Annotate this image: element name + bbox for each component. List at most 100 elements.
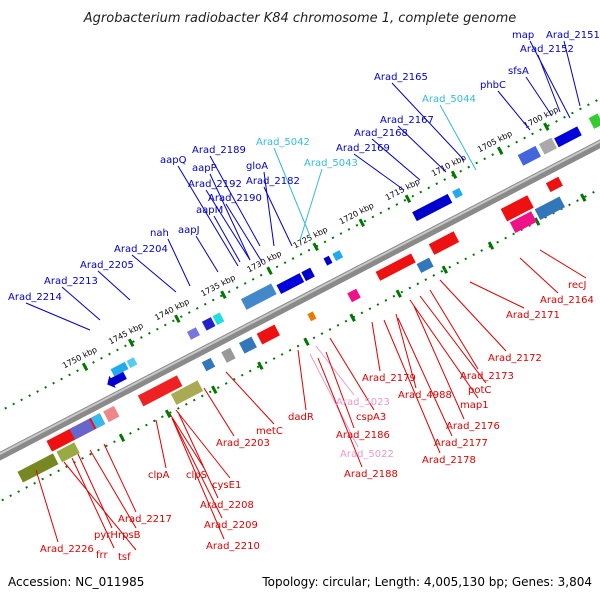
leader-line [383, 319, 441, 454]
leader-line [35, 469, 59, 543]
genome-band: 1700 kbp 1705 kbp 1710 kbp 1715 kbp 1720 kbp… [0, 69, 600, 531]
major-tick [220, 290, 227, 300]
gene-label[interactable]: Arad_5044 [422, 94, 476, 105]
gene-label[interactable]: Arad_2169 [336, 143, 390, 154]
gene-label[interactable]: nah [150, 228, 169, 239]
kbp-label: 1700 kbp [522, 105, 560, 130]
gene-box [240, 283, 277, 310]
gene-label[interactable]: sfsA [508, 66, 529, 77]
gene-label[interactable]: map1 [460, 400, 489, 411]
gene-label[interactable]: Arad_2190 [208, 193, 262, 204]
major-tick [441, 265, 449, 274]
gene-label[interactable]: Arad_2171 [506, 310, 560, 321]
kbp-label: 1730 kbp [245, 249, 283, 274]
gene-label[interactable]: clpA [148, 470, 170, 481]
gene-label[interactable]: Arad_2186 [336, 430, 390, 441]
gene-label[interactable]: Arad_5042 [256, 137, 310, 148]
gene-label[interactable]: Arad_5023 [336, 397, 390, 408]
leader-line [299, 168, 323, 241]
gene-label[interactable]: aapP [192, 163, 217, 174]
leader-line [171, 417, 223, 519]
gene-label[interactable]: Arad_2188 [344, 469, 398, 480]
major-tick [164, 409, 172, 418]
gene-label[interactable]: potC [468, 385, 491, 396]
gene-box [500, 195, 534, 222]
gene-label[interactable]: Arad_5043 [304, 158, 358, 169]
kbp-label: 1725 kbp [292, 225, 330, 250]
leader-line [563, 40, 581, 107]
gene-label[interactable]: Arad_2173 [460, 371, 514, 382]
leader-line [209, 173, 251, 261]
gene-label[interactable]: Arad_2204 [114, 244, 168, 255]
leader-line [419, 295, 487, 384]
kbp-label: 1740 kbp [153, 297, 191, 322]
leader-line [273, 147, 311, 237]
gene-label[interactable]: Arad_2152 [520, 44, 574, 55]
gene-box [412, 193, 453, 222]
gene-label[interactable]: Arad_2168 [354, 128, 408, 139]
gene-label[interactable]: Arad_2165 [374, 72, 428, 83]
gene-label[interactable]: aapJ [178, 225, 200, 236]
leader-line [317, 357, 363, 468]
gene-label[interactable]: cysE1 [212, 480, 241, 491]
gene-box [332, 250, 344, 261]
major-tick [395, 289, 402, 298]
gene-label[interactable]: Arad_4988 [398, 390, 452, 401]
gene-label[interactable]: Arad_2205 [80, 260, 134, 271]
leader-line [429, 289, 479, 370]
gene-label[interactable]: frr [96, 550, 108, 561]
gene-label[interactable]: Arad_2208 [200, 500, 254, 511]
gene-label[interactable]: Arad_2172 [488, 353, 542, 364]
gene-label[interactable]: Arad_2167 [380, 115, 434, 126]
leader-line [263, 186, 293, 247]
major-tick [580, 193, 587, 202]
gene-label[interactable]: metC [256, 426, 283, 437]
leader-line [397, 317, 453, 437]
gene-label[interactable]: aapM [196, 205, 223, 216]
gene-label[interactable]: cspA3 [356, 412, 386, 423]
gene-label[interactable]: Arad_2203 [216, 438, 270, 449]
gene-label[interactable]: Arad_2178 [422, 455, 476, 466]
leader-line [263, 171, 275, 247]
gene-label[interactable]: Arad_2214 [8, 292, 62, 303]
gene-box [375, 253, 416, 281]
gene-label[interactable]: Arad_2151 [546, 30, 600, 41]
gene-label[interactable]: Arad_2177 [434, 438, 488, 449]
leader-line [61, 286, 101, 321]
major-tick [211, 385, 218, 394]
leader-line [131, 254, 177, 293]
gene-label[interactable]: gloA [246, 161, 268, 172]
gene-label[interactable]: Arad_2189 [192, 145, 246, 156]
gene-label[interactable]: Arad_2179 [362, 373, 416, 384]
gene-label[interactable]: Arad_5022 [340, 449, 394, 460]
leader-line [529, 40, 571, 119]
leader-line [225, 371, 275, 425]
gene-label[interactable]: rpsB [118, 530, 141, 541]
major-tick [533, 217, 541, 226]
map-title: Agrobacterium radiobacter K84 chromosome… [83, 11, 516, 26]
gene-label[interactable]: Arad_2182 [246, 176, 300, 187]
gene-label[interactable]: pyrH [94, 530, 118, 541]
major-tick [358, 218, 365, 227]
gene-label[interactable]: recJ [568, 280, 587, 291]
gene-label[interactable]: Arad_2192 [188, 179, 242, 190]
gene-label[interactable]: dadR [288, 412, 314, 423]
gene-label[interactable]: Arad_2226 [40, 544, 94, 555]
gene-label[interactable]: tsf [118, 552, 131, 563]
gene-label[interactable]: aapQ [160, 155, 187, 166]
gene-label[interactable]: Arad_2210 [206, 541, 260, 552]
leader-line [519, 257, 559, 294]
leader-line [497, 90, 531, 131]
gene-label[interactable]: Arad_2217 [118, 514, 172, 525]
leader-line [89, 449, 137, 529]
gene-label[interactable]: clpS [186, 470, 207, 481]
gene-label[interactable]: phbC [480, 80, 506, 91]
gene-label[interactable]: Arad_2176 [446, 421, 500, 432]
gene-label[interactable]: Arad_2213 [44, 276, 98, 287]
leader-line [169, 413, 205, 469]
gene-box [126, 357, 138, 369]
leader-line [353, 153, 405, 191]
gene-label[interactable]: Arad_2209 [204, 520, 258, 531]
gene-label[interactable]: Arad_2164 [540, 295, 594, 306]
gene-label[interactable]: map [512, 30, 534, 41]
